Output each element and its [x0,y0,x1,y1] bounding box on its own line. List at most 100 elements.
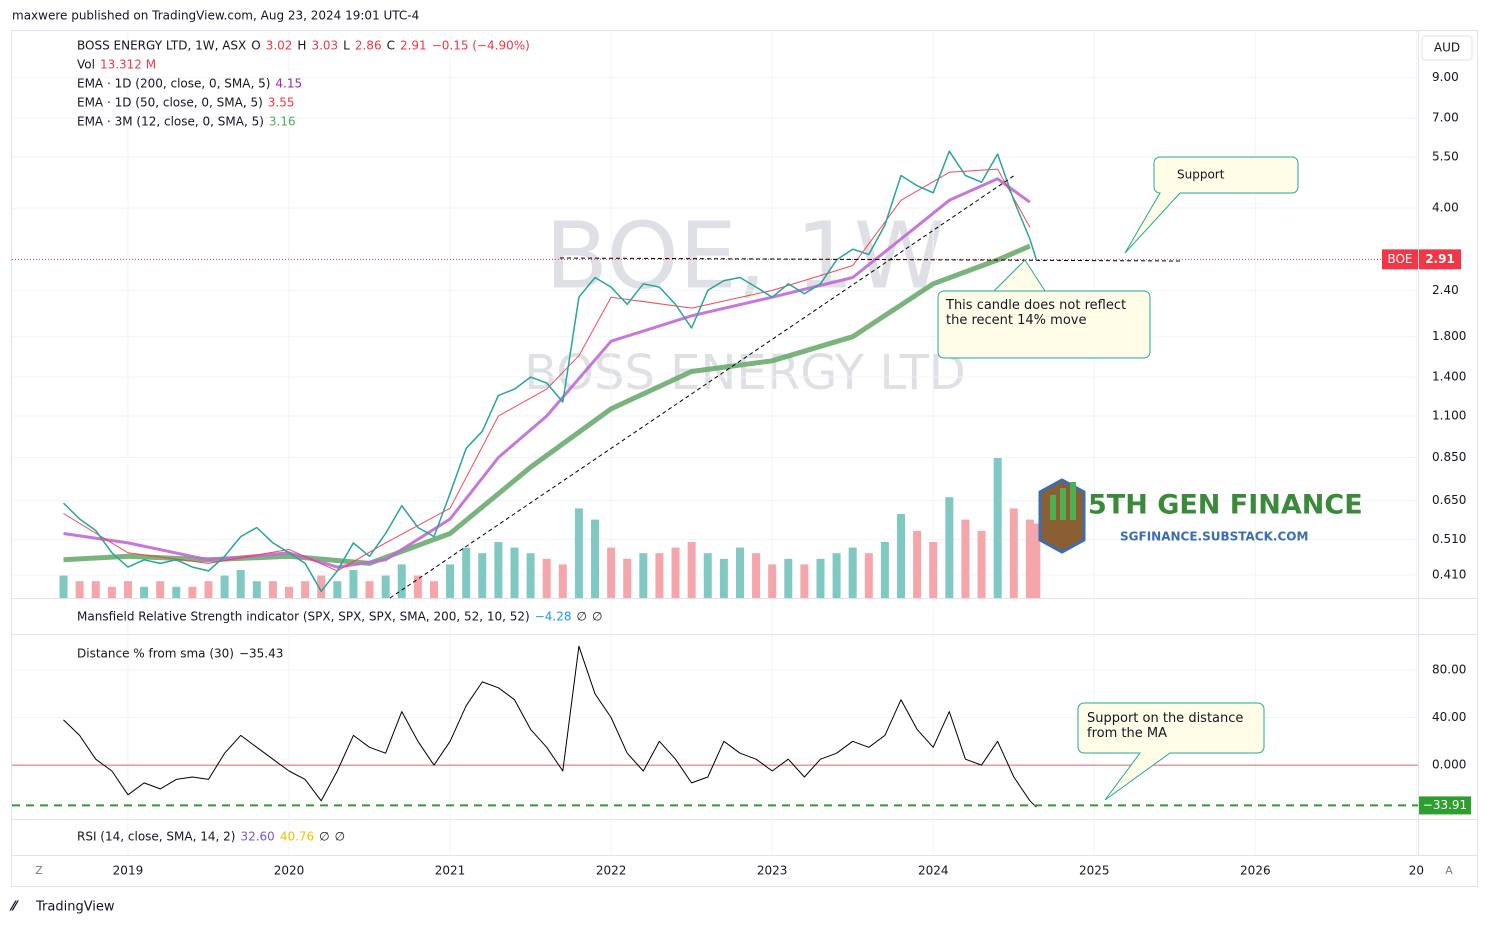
x-tick-label: 2022 [596,864,627,878]
legend-text: 2.91 [400,39,427,53]
volume-bar [204,581,213,598]
volume-bar [140,586,149,598]
scale-btn[interactable]: A [1445,864,1453,877]
volume-bar [574,508,583,598]
brand: TradingView [35,900,115,915]
support-line [559,257,1181,262]
marks [12,150,1418,808]
volume-bar [59,575,68,598]
volume-bar [864,553,873,598]
volume-bar [301,581,310,598]
legend-text: 4.15 [275,77,302,91]
volume-bar [897,514,906,598]
volume-bar [268,581,277,598]
y-tick-label: 9.00 [1432,70,1459,84]
volume-bar [349,570,358,598]
price-value: 2.91 [1425,252,1455,266]
volume-bar [816,558,825,598]
x-tick-label: 2026 [1240,864,1271,878]
volume-bar [494,542,503,598]
logo-url: SGFINANCE.SUBSTACK.COM [1120,530,1308,544]
legend-text: ∅ [335,830,345,844]
volume-bar [961,519,970,598]
volume-bar [220,575,229,598]
price-symbol: BOE [1387,252,1412,266]
volume-bar [880,542,889,598]
volume-bar [365,581,374,598]
legend-text: 40.76 [280,830,314,844]
series-line [62,150,1038,593]
volume-bar [156,581,165,598]
volume-bar [784,558,793,598]
legend-text: Mansfield Relative Strength indicator (S… [77,610,530,624]
volume-bar [478,553,487,598]
y-tick-label: 1.400 [1432,370,1466,384]
legend-text: L [343,39,350,53]
volume-bar [993,458,1002,598]
volume-bar [252,581,261,598]
volume-bar [317,575,326,598]
x-tick-label: 2024 [918,864,949,878]
annotation: This candle does not reflect the recent … [946,298,1127,328]
logo: 5TH GEN FINANCE SGFINANCE.SUBSTACK.COM [1038,478,1363,554]
legend-text: ∅ [577,610,587,624]
frame [11,30,1478,887]
y-tick-label: 0.000 [1432,758,1466,772]
series-line [63,168,1031,572]
legend-text: −4.28 [535,610,572,624]
annotation: Support on the distance from the MA [1087,711,1244,741]
volume-bar [236,570,245,598]
y-tick-label: 40.00 [1432,710,1466,724]
legend-text: 3.55 [268,96,295,110]
legend-text: ∅ [592,610,602,624]
volume-bar [607,547,616,598]
y-tick-label: 0.650 [1432,493,1466,507]
volume-bar [639,553,648,598]
volume-bar [848,547,857,598]
legend-text: EMA · 3M (12, close, 0, SMA, 5) [77,115,264,129]
y-tick-label: 0.510 [1432,532,1466,546]
x-tick-label: 2023 [757,864,788,878]
volume-bar [429,581,438,598]
annotation-box: Support on the distance from the MA [1087,711,1244,741]
legend-text: −0.15 (−4.90%) [432,39,530,53]
volume-bar [462,547,471,598]
y-tick-label: 7.00 [1432,111,1459,125]
volume-bar [687,542,696,598]
legend-text: H [297,39,306,53]
annotation: Support [1177,168,1225,182]
x-tick-label: 2025 [1079,864,1110,878]
volume-bar [800,564,809,598]
volume-bar [1032,523,1041,598]
scale-btn[interactable]: Z [35,864,43,877]
legend-text: ∅ [319,830,329,844]
legend: BOSS ENERGY LTD, 1W, ASX O 3.02 H 3.03 L 2.86 C… [77,39,602,844]
volume-bar [655,553,664,598]
series-line [63,177,1031,569]
volume-bar [446,564,455,598]
legend-text: Distance % from sma (30) [77,647,234,661]
legend-text: C [387,39,395,53]
legend-text: RSI (14, close, SMA, 14, 2) [77,830,235,844]
price-tag [1382,249,1418,270]
volume-bar [413,575,422,598]
y-tick-label: 5.50 [1432,149,1459,163]
volume-bar [75,581,84,598]
volume-bar [752,553,761,598]
volume-bar [91,581,100,598]
volume-bar [558,564,567,598]
legend-text: 2.86 [355,39,382,53]
volume-bar [977,530,986,598]
volume-bar [945,497,954,598]
volume-bar [381,575,390,598]
volume-bar [107,586,116,598]
y-tick-label: 0.410 [1432,567,1466,581]
legend-text: 32.60 [240,830,274,844]
legend-text: 13.312 M [100,58,156,72]
currency-btn[interactable] [1421,35,1473,61]
volume-bar [333,581,342,598]
volume-bar [542,558,551,598]
callout: Support on the distance from the MA [1077,702,1265,801]
